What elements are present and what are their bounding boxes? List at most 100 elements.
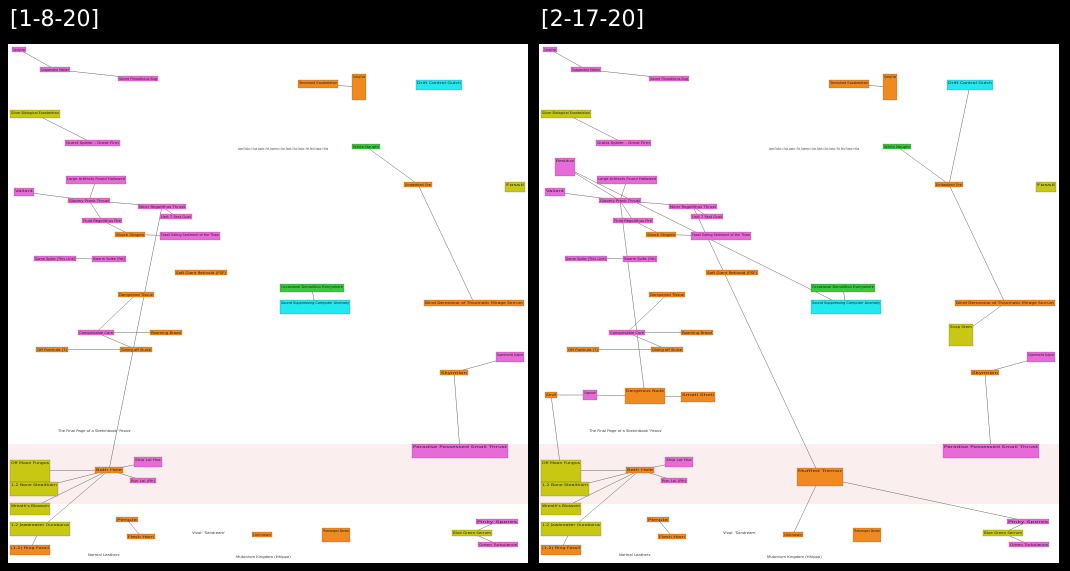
node-box (251, 531, 273, 538)
node-label: Soft Giant Retinoid (FSF) (707, 271, 758, 275)
node: Pimple (115, 516, 138, 523)
node-box (660, 477, 688, 484)
node: Large Artifacts Found Hallowed (65, 175, 127, 185)
node-box (970, 369, 1000, 376)
note: The Final Page of a Sketchbook 'Feous' (588, 428, 662, 433)
node-box (554, 157, 576, 177)
node-label: Organism (584, 391, 596, 395)
node-label: Photoreagent Disease (854, 529, 881, 533)
node-label: 1-2 Jawbreaker Ouroborus (11, 523, 69, 527)
node-box (796, 467, 844, 487)
node-label: Blue Green Serrum (453, 531, 492, 535)
node: Soft Giant Retinoid (FSF) (174, 269, 228, 276)
node: Swarm Spike (Fat) (622, 255, 658, 263)
node-label: Unknown (253, 533, 271, 537)
node-box (403, 181, 433, 188)
edge (126, 519, 142, 537)
node: Dampened Tissue (117, 291, 155, 298)
node: Swarm Spike (Fat) (91, 255, 127, 263)
node-label: Bath Hole (627, 468, 654, 472)
node: Off Formula (?) (35, 346, 69, 353)
node: Blind Demeanor of Thaumatic Mirage Serru… (423, 299, 525, 307)
node: Cordyline (11, 46, 27, 53)
node-label: Blind Demeanor of Thaumatic Mirage Serru… (956, 301, 1055, 305)
node-box (39, 66, 71, 73)
node: Paradise Possessed Small Thrust (411, 443, 509, 459)
panel: Cordyline Suspended Matter Saved Flexodisc… (539, 44, 1059, 563)
node-label: Dampened Tissue (119, 293, 154, 297)
node-label: Run Lol (Rh) (662, 479, 687, 483)
node-label: Drift Control Gulch (417, 81, 461, 85)
node: Roaming Brood (149, 329, 183, 336)
node-label: Saved Flexodiscus Bug (119, 77, 157, 81)
node: Dangerous Node (624, 387, 666, 405)
node-label: Some Spike (This Line) (35, 257, 76, 261)
node: Tarnished Exoskeleton (828, 79, 870, 89)
node-label: Roaming Brood (151, 331, 181, 335)
edge (550, 394, 562, 472)
node-label: Giving off Sluice (121, 348, 152, 352)
node-label: 1-2 Bone Stealthorn (542, 483, 588, 487)
node-box (77, 329, 115, 336)
node-box (117, 291, 155, 298)
node-box (570, 66, 602, 73)
edge (365, 146, 419, 185)
node: Suspended Matter (570, 66, 602, 73)
node-box (9, 521, 71, 537)
node-label: Gloomy Prank Thrust (69, 199, 110, 203)
node-label: Pinky Spores (1008, 520, 1048, 524)
node-box (948, 323, 974, 347)
node-label: Guest Spider - Great Firm (66, 141, 120, 145)
node-box (415, 79, 463, 91)
node-label: Fossil (1037, 183, 1055, 187)
node-box (81, 217, 123, 224)
node-box (9, 109, 61, 119)
note: Normal Leathers (619, 552, 650, 557)
node-box (94, 466, 124, 474)
node: Skyrmion (439, 369, 469, 376)
edge (95, 294, 137, 333)
node: Sound Suppressing Computer Anomaly (279, 299, 351, 315)
node-label: Anvil (546, 393, 556, 397)
edge (549, 49, 587, 70)
node-label: Off Formula (?) (568, 348, 599, 352)
node-box (91, 255, 127, 263)
edge (819, 476, 1029, 522)
node-box (279, 283, 345, 293)
node-box (451, 529, 493, 537)
node: Ship Lol Hoc (664, 456, 694, 468)
node-label: Ship Lol Hoc (666, 458, 692, 462)
node-box (119, 346, 153, 353)
node-label: Fluid Regolithus Fire (83, 219, 122, 223)
node-box (351, 73, 367, 101)
node: Organism (582, 389, 598, 401)
node-box (1008, 541, 1050, 548)
note: Legend: Thallium = Purple, Axoform = Pin… (769, 146, 859, 151)
node: Occasional Demolition Everywhere (810, 283, 876, 293)
node-label: Occasional Demolition Everywhere (812, 285, 875, 289)
node: Snap Stem (948, 323, 974, 347)
node-label: Swarm Spike (Fat) (624, 257, 657, 261)
edge (692, 206, 821, 478)
node-box (174, 269, 228, 276)
node-box (439, 369, 469, 376)
node-label: Run Lol (Rh) (131, 479, 156, 483)
node-label: Paradise Possessed Small Thrust (944, 445, 1039, 449)
edge (417, 184, 475, 304)
edge (626, 332, 668, 350)
node-box (650, 346, 684, 353)
node-label: Valiant (546, 189, 565, 193)
node: Pimple (646, 516, 669, 523)
node: Roaming Brood (680, 329, 714, 336)
node-box (126, 533, 156, 540)
node: Nicer Regolithus Thrust (668, 203, 718, 210)
node: Drift Control Gulch (415, 79, 463, 91)
edge (453, 372, 461, 452)
node-label: Soft Giant Retinoid (FSF) (176, 271, 227, 275)
node-label: Saved Flexodiscus Bug (650, 77, 688, 81)
node: Sound Suppressing Computer Anomaly (810, 299, 882, 315)
node-label: Dangerous Node (626, 389, 665, 393)
node: Sinking Eyes (882, 73, 898, 101)
node: Saved Flexodiscus Bug (648, 75, 690, 82)
